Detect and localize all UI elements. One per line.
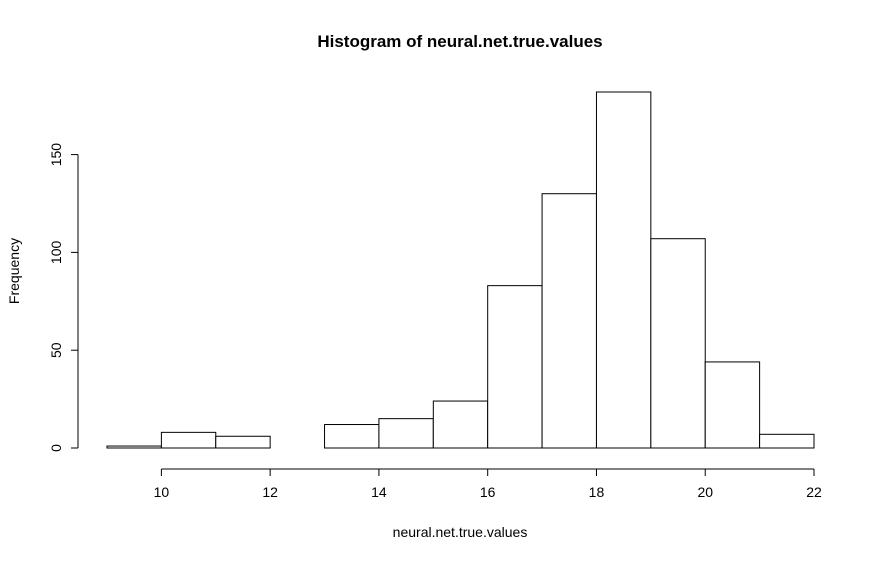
y-tick-label: 0 — [48, 444, 64, 452]
x-tick-label: 14 — [371, 484, 387, 500]
x-tick-label: 12 — [262, 484, 278, 500]
y-axis: 0 50 100 150 — [48, 143, 79, 452]
histogram-bar — [432, 400, 489, 449]
y-tick-label: 100 — [48, 241, 64, 265]
histogram-bar — [215, 435, 271, 449]
x-axis: 10 12 14 16 18 20 22 — [154, 468, 822, 500]
y-axis-label: Frequency — [6, 238, 22, 304]
x-axis-label: neural.net.true.values — [393, 524, 528, 540]
histogram-bar — [106, 445, 162, 449]
x-tick-label: 16 — [480, 484, 496, 500]
histogram-bar — [595, 91, 652, 449]
histogram-bar — [541, 193, 597, 449]
y-tick-label: 150 — [48, 143, 64, 167]
y-tick-label: 50 — [48, 342, 64, 358]
chart-title: Histogram of neural.net.true.values — [317, 32, 602, 51]
histogram-bar — [324, 424, 380, 449]
histogram-bar — [759, 433, 815, 449]
x-tick-label: 20 — [697, 484, 713, 500]
histogram-bar — [160, 431, 217, 449]
histogram-bar — [487, 285, 543, 449]
x-tick-label: 10 — [154, 484, 170, 500]
histogram-bar — [704, 361, 761, 449]
x-tick-label: 22 — [806, 484, 822, 500]
bars-group — [106, 91, 815, 449]
histogram-bar — [378, 418, 434, 449]
x-tick-label: 18 — [589, 484, 605, 500]
histogram-bar — [650, 238, 706, 449]
